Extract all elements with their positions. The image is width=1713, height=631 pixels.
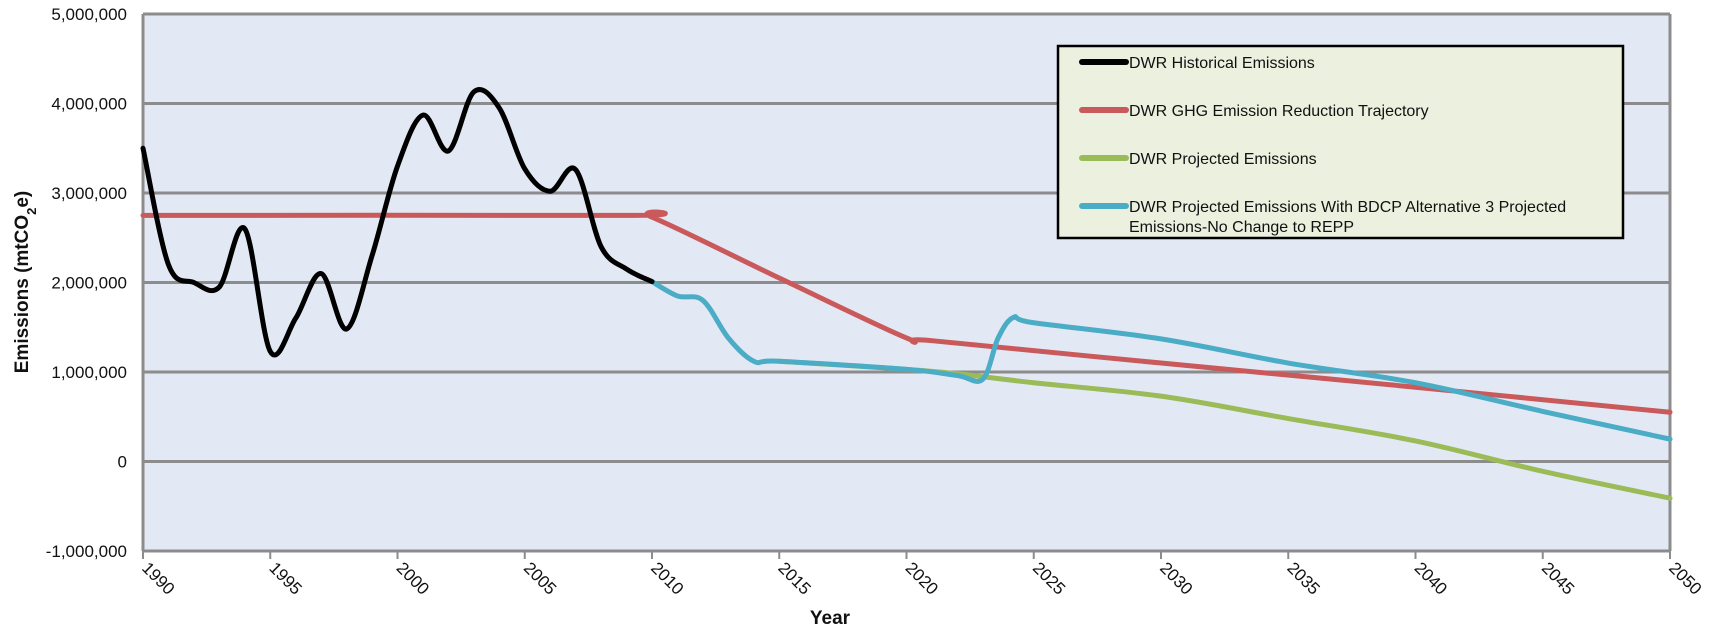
x-tick-label: 2030 bbox=[1156, 558, 1196, 598]
axes bbox=[141, 14, 1672, 559]
x-tick-label: 2025 bbox=[1029, 558, 1069, 598]
x-tick-label: 1990 bbox=[138, 558, 178, 598]
legend-box bbox=[1056, 44, 1625, 240]
x-tick-label: 2040 bbox=[1411, 558, 1451, 598]
series-line-3 bbox=[649, 279, 1673, 442]
y-tick-label: 2,000,000 bbox=[51, 274, 127, 293]
y-tick-label: 4,000,000 bbox=[51, 95, 127, 114]
legend-label: DWR Historical Emissions bbox=[1129, 55, 1315, 72]
x-tick-label: 1995 bbox=[265, 558, 305, 598]
x-tick-label: 2015 bbox=[774, 558, 814, 598]
y-axis-title-suffix: e) bbox=[12, 191, 33, 208]
x-tick-label: 2035 bbox=[1283, 558, 1323, 598]
y-tick-label: 3,000,000 bbox=[51, 184, 127, 203]
y-tick-labels: -1,000,000 0 1,000,000 2,000,000 3,000,000 4,… bbox=[46, 5, 127, 561]
y-axis-title: Emissions (mtCO2e) bbox=[12, 191, 39, 374]
x-axis-title: Year bbox=[810, 608, 851, 629]
legend-label: DWR Projected Emissions bbox=[1129, 151, 1317, 168]
x-tick-labels: 1990 1995 2000 2005 2010 2015 2020 2025 2030 2035… bbox=[138, 558, 1705, 598]
legend-label: DWR Projected Emissions With BDCP Altern… bbox=[1129, 199, 1566, 236]
series-lines bbox=[140, 87, 1673, 501]
series-line-0 bbox=[140, 87, 655, 358]
x-tick-label: 2045 bbox=[1538, 558, 1578, 598]
y-tick-label: -1,000,000 bbox=[46, 542, 127, 561]
y-tick-label: 5,000,000 bbox=[51, 5, 127, 24]
y-tick-label: 1,000,000 bbox=[51, 363, 127, 382]
x-tick-label: 2050 bbox=[1665, 558, 1705, 598]
x-tick-label: 2010 bbox=[647, 558, 687, 598]
y-axis-title-subscript: 2 bbox=[24, 208, 39, 215]
y-tick-label: 0 bbox=[118, 453, 127, 472]
legend-label: DWR GHG Emission Reduction Trajectory bbox=[1129, 103, 1429, 120]
x-tick-label: 2020 bbox=[902, 558, 942, 598]
x-tick-label: 2000 bbox=[393, 558, 433, 598]
series-line-1 bbox=[140, 209, 1673, 415]
legend: DWR Historical Emissions DWR GHG Emission… bbox=[1056, 44, 1625, 240]
x-tick-label: 2005 bbox=[520, 558, 560, 598]
y-axis-title-main: Emissions (mtCO bbox=[12, 215, 33, 373]
